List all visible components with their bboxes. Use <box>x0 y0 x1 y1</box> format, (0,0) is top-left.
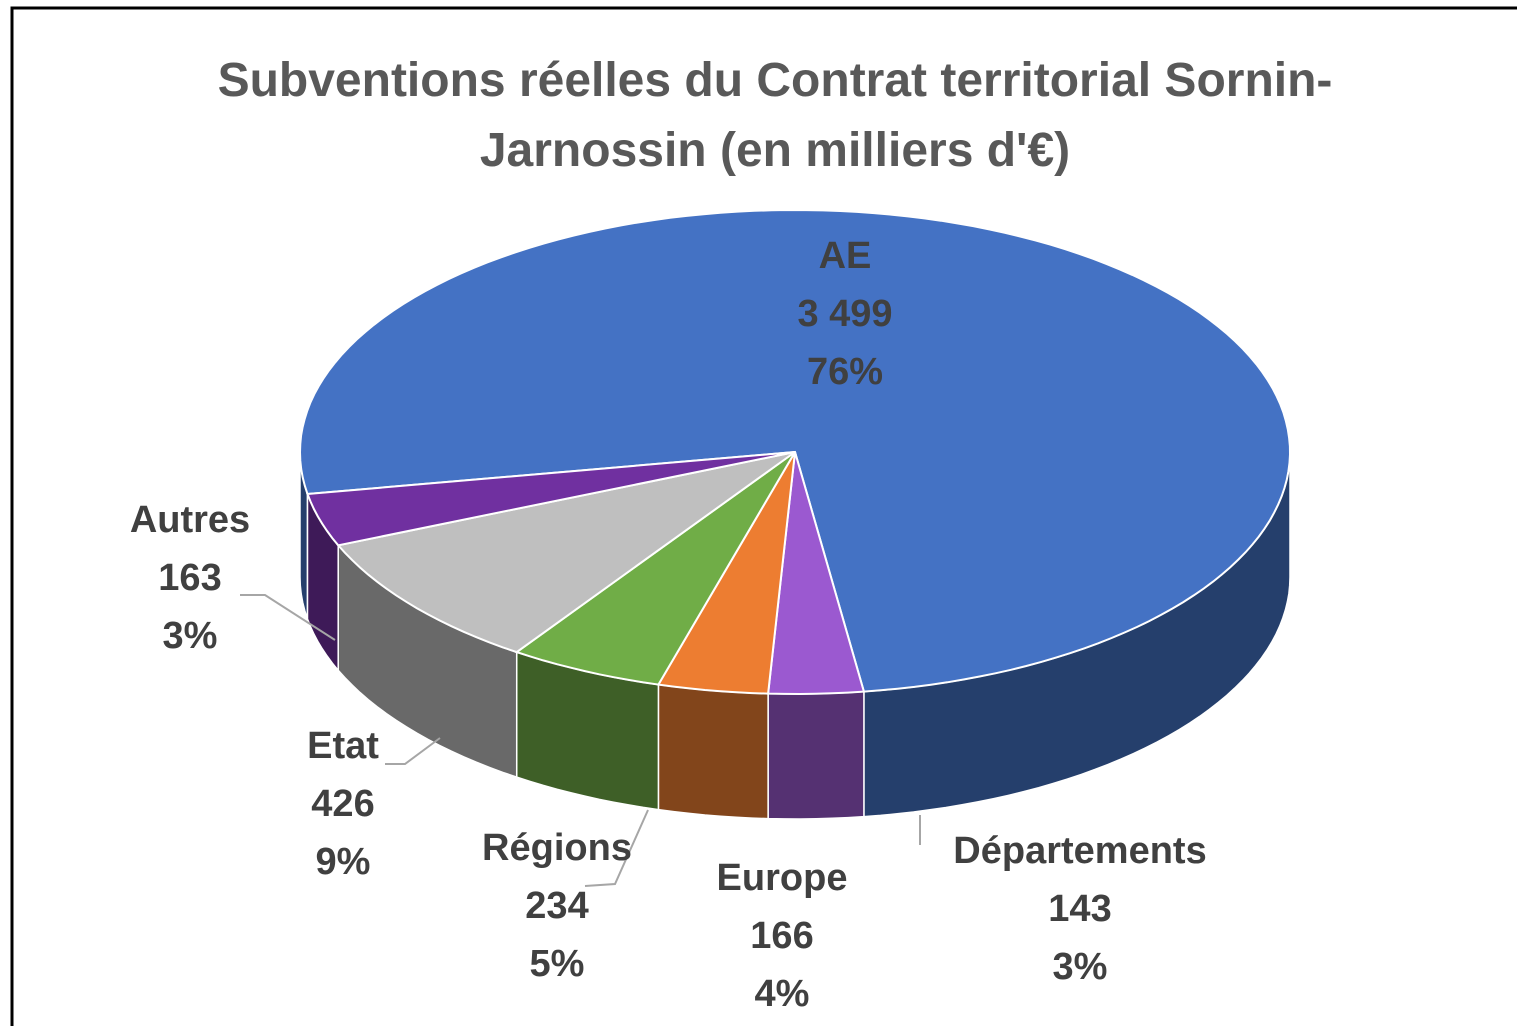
value-label: 163 <box>158 557 221 599</box>
percent-label: 76% <box>807 351 883 393</box>
percent-label: 3% <box>163 615 218 657</box>
category-label: AE <box>819 235 872 277</box>
value-label: 143 <box>1048 888 1111 930</box>
category-label: Etat <box>307 725 379 767</box>
slice <box>656 451 796 695</box>
category-label: Autres <box>130 499 250 541</box>
slice <box>514 451 796 686</box>
leader-line <box>584 809 649 887</box>
leader-line <box>240 594 336 641</box>
category-label: Régions <box>482 827 632 869</box>
leader-line <box>385 737 441 765</box>
value-label: 166 <box>750 915 813 957</box>
slice-side <box>767 690 865 820</box>
value-label: 426 <box>311 783 374 825</box>
slice <box>306 451 796 547</box>
category-label: Europe <box>717 857 848 899</box>
value-label: 234 <box>525 885 588 927</box>
slice <box>336 451 796 654</box>
percent-label: 9% <box>316 841 371 883</box>
slice <box>298 208 1292 693</box>
frame <box>10 6 1517 1026</box>
pie-sides <box>299 451 1291 820</box>
slice <box>766 451 866 696</box>
value-label: 3 499 <box>797 293 892 335</box>
slice-side <box>657 683 769 820</box>
percent-label: 5% <box>530 943 585 985</box>
chart-title: Subventions réelles du Contrat territori… <box>217 54 1333 177</box>
percent-label: 3% <box>1053 946 1108 988</box>
category-label: Départements <box>953 830 1206 872</box>
percent-label: 4% <box>755 973 810 1015</box>
